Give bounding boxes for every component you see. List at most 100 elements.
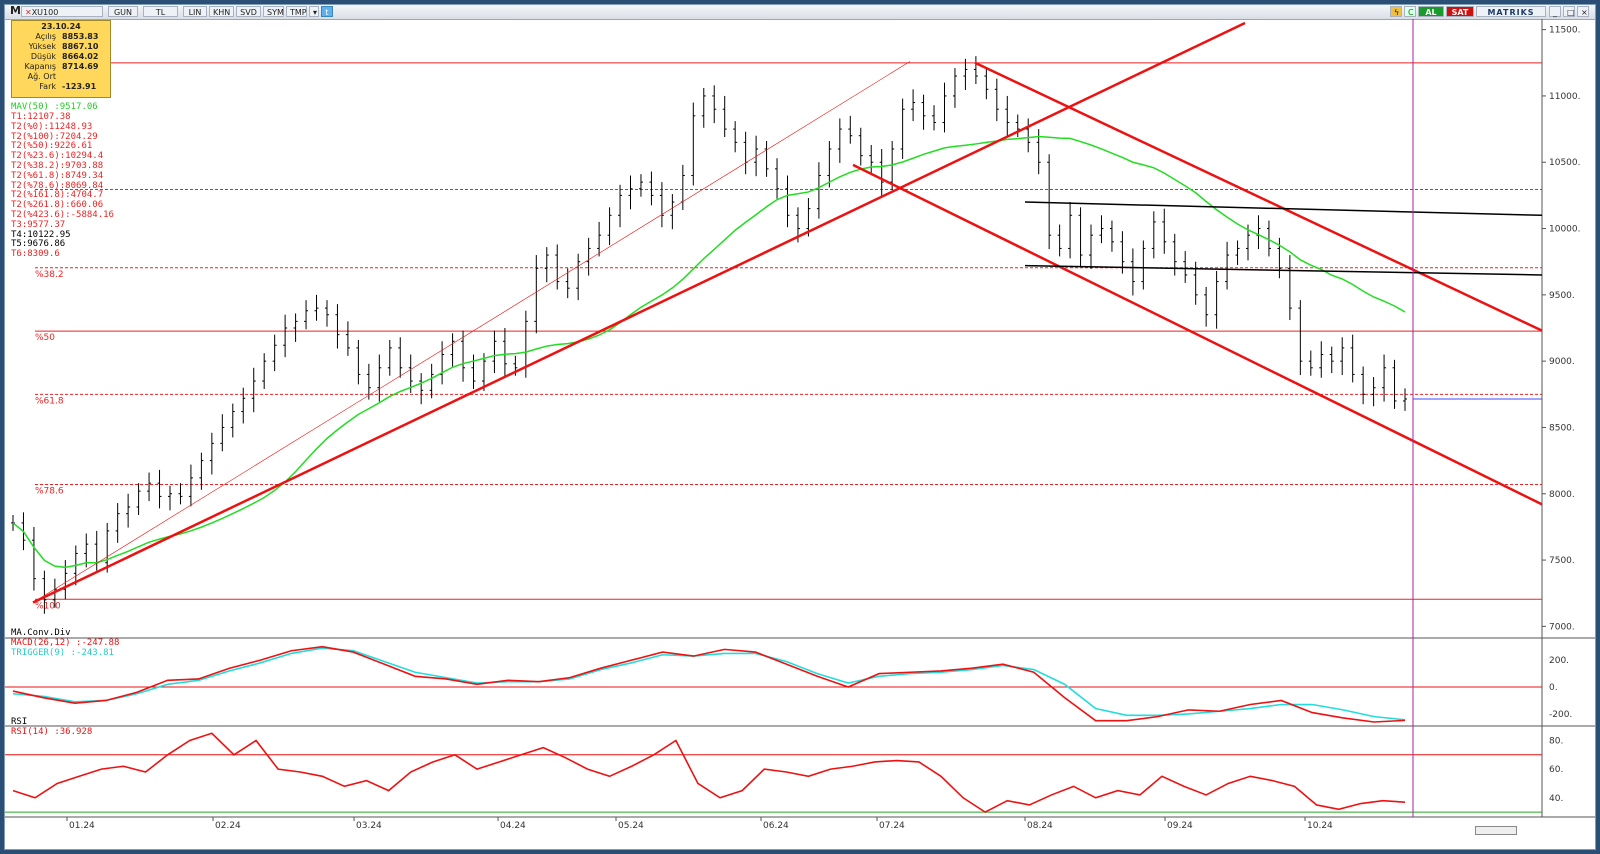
mav-legend: MAV(50) :9517.06 xyxy=(11,102,98,112)
fib-level-label: %100 xyxy=(35,601,61,611)
lightning-icon[interactable]: ϟ xyxy=(1390,6,1402,17)
maximize-icon[interactable]: □ xyxy=(1563,6,1575,17)
y-tick-label: 9000. xyxy=(1549,357,1575,367)
y-tick-label: 10500. xyxy=(1549,158,1581,168)
ohlc-value: 8714.69 xyxy=(62,62,99,71)
downtrend-upper-line xyxy=(974,61,1543,332)
rsi-y-tick-label: 60. xyxy=(1549,765,1563,775)
level-text: T1:12107.38 xyxy=(11,112,71,122)
y-tick-label: 10000. xyxy=(1549,225,1581,235)
symbol-icon: ✕ xyxy=(25,8,32,17)
y-tick-label: 9500. xyxy=(1549,291,1575,301)
ohlc-info-box: 23.10.24 Açılış 8853.83 Yüksek 8867.10 Düş… xyxy=(11,20,111,98)
buy-button[interactable]: AL xyxy=(1418,6,1444,17)
symbol-field[interactable]: ✕XU100 xyxy=(21,6,103,17)
x-tick-label: 02.24 xyxy=(215,821,241,831)
sell-button[interactable]: SAT xyxy=(1446,6,1474,17)
macd-y-tick-label: -200. xyxy=(1549,710,1572,720)
macd-y-tick-label: 200. xyxy=(1549,656,1569,666)
ohlc-value: 8853.83 xyxy=(62,32,99,41)
sym-button[interactable]: SYM xyxy=(263,6,284,17)
trigger-line xyxy=(12,647,1406,721)
ohlc-label: Kapanış xyxy=(24,62,56,71)
close-icon[interactable]: × xyxy=(1577,6,1589,17)
y-tick-label: 8500. xyxy=(1549,423,1575,433)
fib-level-label: %38.2 xyxy=(35,270,64,280)
axes: 11500. 11000. 10500. 10000. 9500. 9000. 8500. 8… xyxy=(66,19,1581,831)
rsi-y-tick-label: 80. xyxy=(1549,736,1563,746)
rsi-legend: RSI(14) :36.928 xyxy=(11,727,93,737)
level-text: T2(%61.8):8749.34 xyxy=(11,170,104,181)
period-button[interactable]: GUN xyxy=(108,6,138,17)
rsi-title: RSI xyxy=(11,717,28,727)
khn-button[interactable]: KHN xyxy=(209,6,234,17)
symbol-label: XU100 xyxy=(31,8,59,17)
x-tick-label: 04.24 xyxy=(500,821,526,831)
ohlc-label: Yüksek xyxy=(28,42,56,51)
macd-line xyxy=(12,645,1406,723)
level-text: T2(%161.8):4704.7 xyxy=(11,190,104,201)
twitter-icon[interactable]: t xyxy=(321,6,333,17)
level-text: T2(%23.6):10294.4 xyxy=(11,151,104,162)
level-text: T5:9676.86 xyxy=(11,239,66,250)
refresh-icon[interactable]: C xyxy=(1404,6,1416,17)
ohlc-row: Düşük 8664.02 xyxy=(12,52,110,62)
price-panel: %38.2 %50 %61.8 %78.6 %100 xyxy=(11,21,1543,614)
fib-levels-legend: T1:12107.38 T2(%0):11248.93 T2(%100):720… xyxy=(11,112,114,260)
svd-button[interactable]: SVD xyxy=(236,6,261,17)
y-tick-label: 11500. xyxy=(1549,26,1581,36)
brand-logo: MATRIKS xyxy=(1476,6,1546,17)
level-text: T2(%78.6):8069.84 xyxy=(11,180,104,191)
x-tick-label: 10.24 xyxy=(1307,821,1333,831)
ohlc-label: Açılış xyxy=(35,32,56,41)
rsi-y-tick-label: 40. xyxy=(1549,794,1563,804)
price-chart[interactable]: %38.2 %50 %61.8 %78.6 %100 200. 0. -200. 80. 60… xyxy=(5,19,1595,847)
level-text: T2(%423.6):-5884.16 xyxy=(11,209,114,220)
x-tick-label: 07.24 xyxy=(879,821,905,831)
toolbar: M ✕XU100 GUN TL LIN KHN SVD SYM TMP ▾ t … xyxy=(5,5,1595,20)
ohlc-date: 23.10.24 xyxy=(41,22,81,31)
rsi-line xyxy=(12,732,1406,814)
uptrend-channel-line xyxy=(32,61,911,603)
ohlc-value: 8867.10 xyxy=(62,42,99,51)
level-text: T4:10122.95 xyxy=(11,229,71,240)
x-tick-label: 08.24 xyxy=(1027,821,1053,831)
level-text: T2(%38.2):9703.88 xyxy=(11,160,104,171)
minimize-icon[interactable]: _ xyxy=(1549,6,1561,17)
macd-legend: MACD(26,12) :-247.88 xyxy=(11,638,120,648)
range-top-line xyxy=(1024,201,1543,217)
x-tick-label: 05.24 xyxy=(618,821,644,831)
ohlc-row: Fark -123.91 xyxy=(12,82,110,92)
level-text: T2(%0):11248.93 xyxy=(11,121,93,132)
y-tick-label: 7500. xyxy=(1549,556,1575,566)
ohlc-value: -123.91 xyxy=(62,82,97,91)
tmp-button[interactable]: TMP xyxy=(286,6,307,17)
ohlc-value: 8664.02 xyxy=(62,52,99,61)
level-text: T3:9577.37 xyxy=(11,219,66,230)
app-logo: M xyxy=(10,4,21,17)
ohlc-label: Ağ. Ort xyxy=(27,72,56,81)
y-tick-label: 8000. xyxy=(1549,490,1575,500)
y-tick-label: 11000. xyxy=(1549,92,1581,102)
ohlc-row: Açılış 8853.83 xyxy=(12,32,110,42)
y-tick-label: 7000. xyxy=(1549,622,1575,632)
macd-y-tick-label: 0. xyxy=(1549,683,1558,693)
level-text: T6:8309.6 xyxy=(11,249,60,260)
horizontal-scrollbar[interactable] xyxy=(1475,826,1517,835)
currency-button[interactable]: TL xyxy=(143,6,178,17)
ohlc-row: Yüksek 8867.10 xyxy=(12,42,110,52)
trigger-legend: TRIGGER(9) :-243.81 xyxy=(11,648,114,658)
x-tick-label: 03.24 xyxy=(356,821,382,831)
level-text: T2(%261.8):660.06 xyxy=(11,200,104,211)
range-bottom-line xyxy=(1024,264,1543,276)
ohlc-row: Kapanış 8714.69 xyxy=(12,62,110,72)
level-text: T2(%100):7204.29 xyxy=(11,131,98,142)
linear-button[interactable]: LIN xyxy=(183,6,207,17)
x-tick-label: 09.24 xyxy=(1167,821,1193,831)
ohlc-row: Ağ. Ort xyxy=(12,72,110,82)
uptrend-line xyxy=(32,21,1246,604)
fib-level-label: %61.8 xyxy=(35,396,64,406)
chart-window: M ✕XU100 GUN TL LIN KHN SVD SYM TMP ▾ t … xyxy=(4,4,1596,850)
moving-average-line xyxy=(12,135,1406,569)
dropdown-arrow-icon[interactable]: ▾ xyxy=(309,6,319,17)
